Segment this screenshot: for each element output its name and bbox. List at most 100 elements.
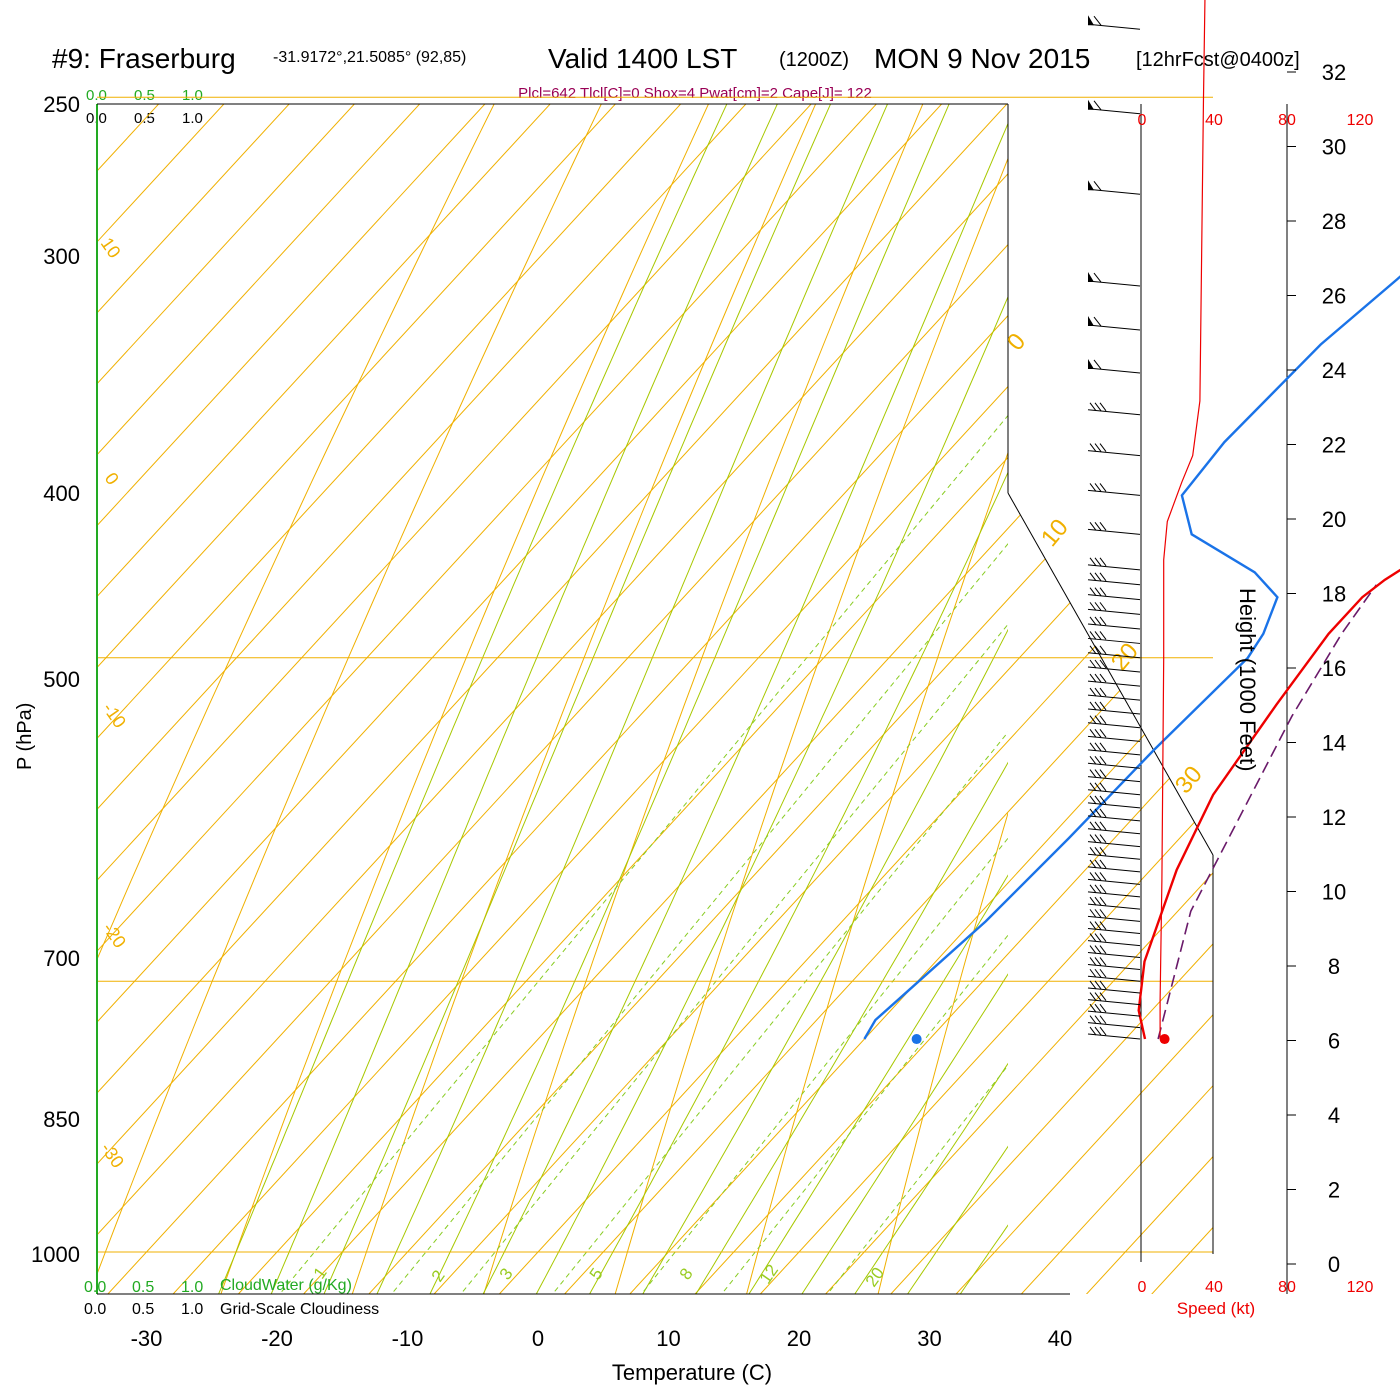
wind-barb-staff: [1087, 749, 1141, 756]
station-title: #9: Fraserburg: [52, 43, 236, 74]
wind-barb-feather: [1089, 729, 1097, 738]
wind-barb-feather: [1089, 572, 1097, 582]
isotherm-line: [723, 104, 1213, 1294]
mixing-ratio-line: [551, 731, 1008, 1294]
speed-axis-label: Speed (kt): [1177, 1299, 1255, 1318]
wind-barb-feather: [1089, 846, 1097, 856]
isobar-lines: [97, 96, 1213, 1253]
isotherm-line: [136, 104, 1213, 1294]
mixing-label-2: 2: [428, 1267, 449, 1286]
isotherm-line: [397, 104, 1213, 1294]
wind-barb-feather: [1094, 557, 1102, 567]
wind-barb-staff: [1087, 108, 1141, 115]
cloud-bottom-black-2: 1.0: [181, 1301, 203, 1318]
wind-barb-staff: [1087, 722, 1141, 729]
wind-barb-feather: [1099, 1003, 1107, 1013]
height-tick-label: 2: [1328, 1178, 1340, 1203]
mixing-ratio-labels: 1 2 3 5 8 12 20: [310, 1261, 888, 1290]
wind-barb-feather: [1089, 795, 1097, 805]
wind-barb-feather: [1094, 945, 1102, 954]
pressure-tick-850: 850: [43, 1107, 80, 1132]
wind-barb-feather: [1099, 729, 1107, 738]
wind-barb-feather: [1094, 808, 1102, 818]
dry-adiabat-line: [746, 451, 1008, 1294]
pressure-tick-500: 500: [43, 667, 80, 692]
wind-barb-feather: [1089, 884, 1097, 894]
dry-adiabat-line: [97, 104, 602, 1276]
temperature-trace: [1137, 568, 1400, 1040]
wind-barb-staff: [1087, 999, 1141, 1006]
temperature-axis: -30 -20 -10 0 10 20 30 40: [131, 1326, 1073, 1351]
pressure-axis-label: P (hPa): [14, 703, 36, 770]
speed-top-120: 120: [1347, 112, 1374, 129]
wind-barb-feather: [1089, 483, 1097, 492]
mixing-ratio-line: [640, 837, 1008, 1294]
isotherm-lines: [97, 104, 1213, 1294]
wind-barb-feather: [1089, 402, 1097, 412]
speed-bottom-80: 80: [1278, 1279, 1296, 1296]
temperature-tick: -20: [261, 1326, 293, 1351]
wind-barb-feather: [1099, 602, 1107, 611]
wind-barbs: [1087, 15, 1141, 1040]
wind-barb-feather: [1089, 933, 1097, 942]
wind-barb-feather: [1099, 645, 1107, 655]
cloud-bottom-green-1: 0.5: [132, 1279, 154, 1296]
wind-barb-feather: [1089, 782, 1097, 792]
pressure-tick-400: 400: [43, 481, 80, 506]
wind-barb-feather: [1089, 587, 1097, 596]
wind-barb-staff: [1087, 853, 1141, 860]
wind-barb-staff: [1087, 637, 1141, 644]
wind-barb-feather: [1094, 645, 1102, 655]
wind-barb-feather: [1089, 872, 1097, 881]
wind-barb-staff: [1087, 623, 1141, 630]
wind-barb-staff: [1087, 528, 1141, 535]
height-axis-label: Height (1000 Feet): [1235, 588, 1260, 771]
height-tick-label: 0: [1328, 1252, 1340, 1277]
height-tick-label: 28: [1322, 209, 1346, 234]
wind-barb-feather: [1094, 1026, 1102, 1036]
zulu-time: (1200Z): [779, 49, 849, 71]
wind-barb-feather: [1099, 443, 1107, 452]
wind-barb-staff: [1087, 23, 1141, 30]
wind-barb-staff: [1087, 878, 1141, 885]
wind-barb-feather: [1094, 782, 1102, 792]
moist-adiabat-lines: [218, 104, 1008, 1294]
height-tick-label: 22: [1322, 433, 1346, 458]
wind-barb-staff: [1087, 489, 1141, 496]
height-tick-label: 26: [1322, 284, 1346, 309]
wind-barb-feather: [1099, 821, 1107, 831]
speed-top-80: 80: [1278, 112, 1296, 129]
isotherm-line: [1050, 104, 1213, 1294]
wind-barb-feather: [1089, 1003, 1097, 1013]
speed-bottom-0: 0: [1138, 1279, 1147, 1296]
wind-barb-feather: [1099, 687, 1107, 697]
wind-barb-feather: [1094, 921, 1102, 930]
wind-barb-flag: [1088, 180, 1094, 191]
wind-barb-flag: [1088, 316, 1094, 327]
wind-barb-feather: [1099, 909, 1107, 918]
wind-barb-staff: [1087, 324, 1141, 331]
wind-barb-feather: [1094, 933, 1102, 942]
wind-barb-feather: [1099, 659, 1107, 669]
wind-barb-feather: [1093, 359, 1102, 370]
wind-barb-staff: [1087, 915, 1141, 922]
wind-barb-feather: [1094, 846, 1102, 856]
isotherm-line: [97, 104, 1213, 1294]
wind-barb-feather: [1089, 909, 1097, 918]
wind-barb-staff: [1087, 928, 1141, 935]
wind-barb-feather: [1099, 755, 1107, 765]
wind-barb-feather: [1089, 673, 1097, 683]
wind-barb-feather: [1099, 921, 1107, 930]
mixing-label-5: 5: [586, 1265, 607, 1284]
moist-adiabat-line: [535, 295, 1008, 1294]
wind-barb-feather: [1099, 795, 1107, 805]
wind-barb-feather: [1089, 968, 1097, 978]
wind-barb-feather: [1099, 808, 1107, 818]
cloud-bottom-black-0: 0.0: [84, 1301, 106, 1318]
isotherm-line: [528, 104, 1213, 1294]
isotherm-line: [658, 104, 1213, 1294]
wind-barb-feather: [1089, 980, 1097, 990]
height-tick-label: 6: [1328, 1029, 1340, 1054]
